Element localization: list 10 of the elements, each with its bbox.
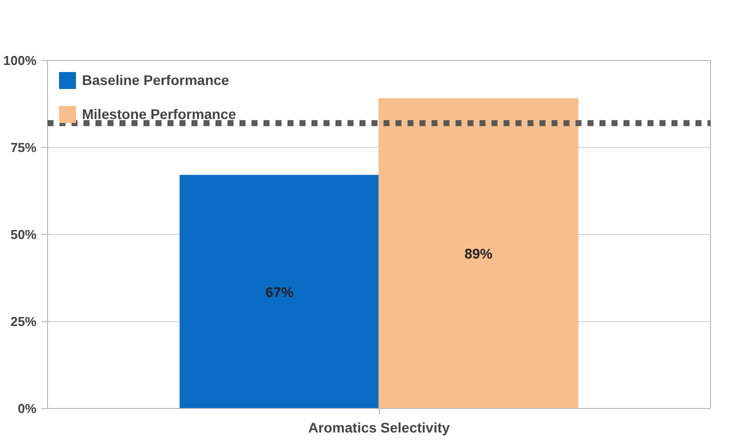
y-tick-label: 100% [3,53,37,68]
y-tick-label: 0% [18,401,37,416]
x-axis-title: Aromatics Selectivity [308,420,450,436]
y-tick-label: 75% [10,140,37,155]
text: 89% [464,246,492,262]
y-tick-label: 25% [10,314,37,329]
text: 67% [266,284,294,300]
legend-label: Milestone Performance [82,106,236,122]
y-tick-label: 50% [10,227,37,242]
legend-label: Baseline Performance [82,72,230,88]
